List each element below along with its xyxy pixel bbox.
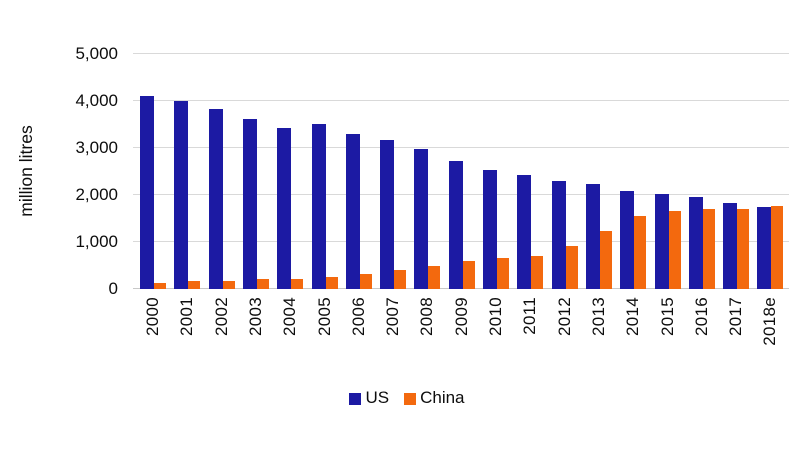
bar-china-2011 [531, 256, 544, 289]
bar-us-2010 [483, 169, 497, 289]
x-tick-label: 2017 [726, 297, 746, 337]
bar-us-2009 [448, 160, 463, 289]
plot-area [133, 53, 789, 289]
x-tick-label: 2015 [657, 297, 677, 337]
bar-us-2018e [757, 207, 772, 289]
x-tick-label: 2007 [383, 297, 403, 337]
bar-us-2011 [517, 174, 532, 289]
bar-china-2012 [565, 245, 578, 289]
bar-china-2017 [737, 208, 750, 289]
gridline [133, 100, 789, 101]
legend-item-us: US [349, 388, 389, 408]
bar-china-2002 [222, 280, 235, 289]
bar-us-2008 [414, 148, 429, 289]
bar-us-2005 [311, 124, 326, 289]
bar-china-2001 [188, 280, 201, 289]
bar-china-2013 [599, 231, 612, 289]
bar-china-2005 [325, 277, 338, 289]
bar-china-2016 [702, 209, 715, 289]
gridline [133, 53, 789, 54]
bar-us-2017 [723, 203, 738, 289]
bar-us-2006 [345, 133, 360, 289]
bar-us-2001 [174, 101, 189, 289]
x-tick-label: 2002 [211, 297, 231, 337]
bar-us-2002 [208, 109, 223, 289]
bar-us-2000 [140, 96, 154, 289]
y-tick-label: 0 [108, 279, 118, 298]
bar-us-2004 [277, 127, 292, 289]
bar-china-2003 [256, 278, 269, 289]
bar-us-2012 [551, 181, 566, 289]
bar-china-2018e [771, 206, 784, 289]
us-series-swatch-icon [349, 392, 362, 405]
legend-label-china: China [420, 388, 465, 407]
bar-us-2015 [654, 193, 669, 289]
bar-china-2006 [359, 273, 372, 289]
x-tick-label: 2000 [143, 297, 162, 337]
x-tick-label: 2009 [451, 297, 471, 337]
bar-china-2010 [497, 257, 509, 289]
y-tick-label: 5,000 [75, 44, 118, 63]
x-tick-label: 2014 [623, 297, 643, 337]
bar-china-2014 [634, 215, 647, 289]
x-tick-label: 2006 [348, 297, 368, 337]
bar-us-2003 [242, 118, 257, 289]
bar-us-2014 [620, 190, 635, 289]
x-tick-label: 2013 [588, 297, 608, 337]
x-tick-label: 2004 [280, 297, 300, 337]
bar-china-2000 [154, 282, 166, 289]
china-series-swatch-icon [404, 392, 417, 405]
legend-item-china: China [404, 388, 465, 408]
bar-china-2008 [428, 265, 441, 289]
x-tick-label: 2011 [520, 297, 540, 335]
bar-china-2004 [291, 278, 304, 289]
x-tick-label: 2001 [177, 297, 197, 337]
x-tick-label: 2012 [554, 297, 574, 337]
y-tick-label: 1,000 [75, 232, 118, 251]
gridline [133, 147, 789, 148]
bar-china-2015 [668, 210, 681, 289]
x-tick-label: 2008 [417, 297, 437, 337]
x-tick-label: 2010 [486, 297, 505, 337]
bar-china-2009 [462, 260, 475, 289]
x-tick-label: 2005 [314, 297, 334, 337]
x-tick-label: 2018e [760, 297, 780, 346]
legend: US China [7, 388, 800, 408]
legend-label-us: US [365, 388, 390, 407]
y-tick-label: 4,000 [75, 91, 118, 110]
bar-us-2016 [688, 196, 703, 289]
y-tick-label: 3,000 [75, 138, 118, 157]
bar-us-2013 [585, 183, 600, 289]
x-tick-label: 2003 [245, 297, 265, 337]
x-tick-label: 2016 [691, 297, 711, 337]
y-tick-label: 2,000 [75, 185, 118, 204]
bar-us-2007 [380, 140, 395, 289]
bar-china-2007 [394, 269, 407, 289]
